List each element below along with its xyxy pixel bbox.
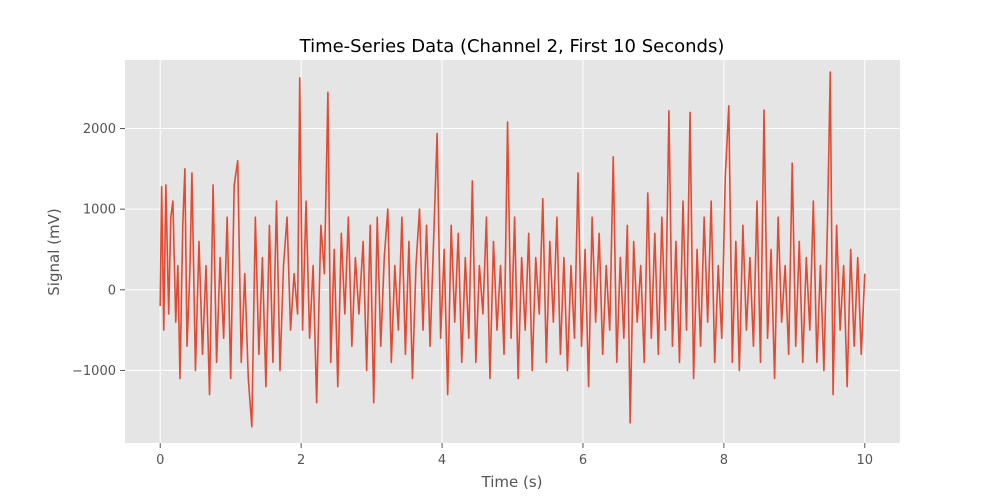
x-tick-label: 2 [297, 453, 305, 468]
y-tick-label: 0 [108, 283, 116, 298]
series-layer [159, 71, 866, 428]
y-tick-label: 2000 [83, 122, 116, 137]
x-tick-label: 10 [856, 453, 873, 468]
x-axis: 0 2 4 6 8 10 [156, 443, 873, 468]
y-axis-label: Signal (mV) [45, 208, 63, 295]
y-tick-label: −1000 [72, 364, 116, 379]
x-tick-label: 0 [156, 453, 164, 468]
series-line [159, 71, 866, 428]
x-tick-label: 4 [438, 453, 446, 468]
x-axis-label: Time (s) [481, 473, 543, 491]
y-axis: −1000 0 1000 2000 [72, 122, 125, 379]
x-tick-label: 8 [720, 453, 728, 468]
chart-title: Time-Series Data (Channel 2, First 10 Se… [299, 36, 725, 57]
plot-area [125, 60, 900, 443]
x-tick-label: 6 [579, 453, 587, 468]
y-tick-label: 1000 [83, 203, 116, 218]
